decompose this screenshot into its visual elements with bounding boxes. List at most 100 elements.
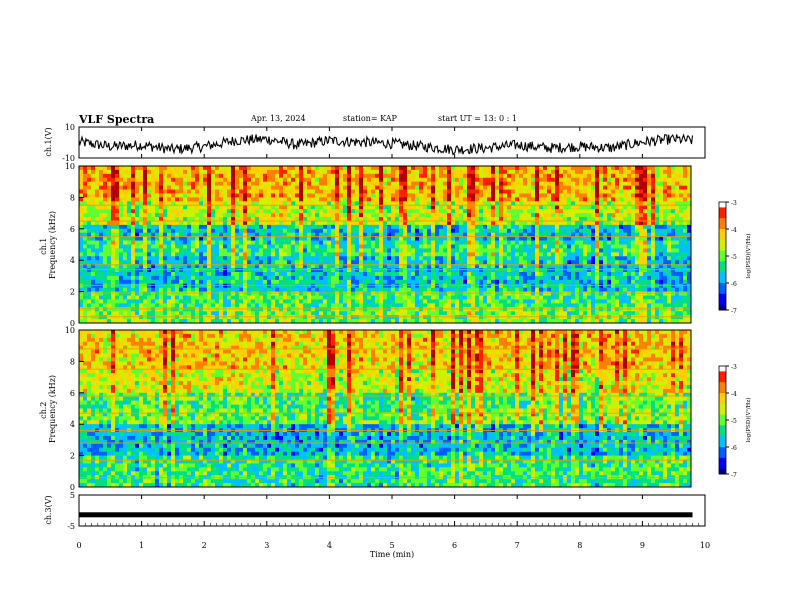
spectrogram-cell	[91, 307, 96, 312]
spectrogram-cell	[339, 185, 344, 190]
spectrogram-cell	[523, 279, 528, 285]
spectrogram-cell	[419, 201, 424, 206]
spectrogram-cell	[495, 236, 500, 241]
spectrogram-cell	[443, 232, 448, 237]
spectrogram-cell	[107, 248, 112, 253]
spectrogram-cell	[239, 287, 244, 292]
spectrogram-cell	[347, 311, 352, 316]
spectrogram-cell	[423, 315, 428, 320]
spectrogram-cell	[171, 205, 176, 210]
spectrogram-cell	[427, 193, 432, 198]
spectrogram-cell	[279, 307, 284, 312]
spectrogram-cell	[147, 256, 152, 261]
spectrogram-cell	[327, 279, 332, 285]
spectrogram-cell	[391, 228, 396, 234]
spectrogram-cell	[483, 287, 488, 292]
spectrogram-cell	[287, 217, 292, 222]
spectrogram-cell	[79, 193, 84, 198]
spectrogram-cell	[315, 275, 320, 281]
spectrogram-cell	[243, 264, 248, 269]
spectrogram-cell	[131, 244, 136, 249]
spectrogram-cell	[147, 248, 152, 253]
spectrogram-cell	[367, 244, 372, 249]
spectrogram-cell	[311, 303, 316, 308]
spectrogram-cell	[539, 228, 544, 234]
spectrogram-cell	[363, 260, 368, 265]
spectrogram-cell	[307, 287, 312, 292]
spectrogram-cell	[199, 268, 204, 273]
spectrogram-cell	[255, 244, 260, 249]
spectrogram-cell	[211, 181, 216, 186]
spectrogram-cell	[207, 252, 212, 257]
spectrogram-cell	[155, 295, 160, 300]
spectrogram-cell	[519, 240, 524, 245]
spectrogram-cell	[387, 256, 392, 261]
spectrogram-cell	[415, 252, 420, 257]
spectrogram-cell	[91, 264, 96, 269]
spectrogram-cell	[547, 279, 552, 285]
spectrogram-cell	[559, 303, 564, 308]
spectrogram-cell	[131, 319, 136, 324]
spectrogram-cell	[83, 299, 88, 304]
spectrogram-cell	[127, 217, 132, 222]
spectrogram-cell	[227, 166, 232, 171]
spectrogram-cell	[119, 236, 124, 241]
spectrogram-cell	[219, 319, 224, 324]
spectrogram-cell	[375, 236, 380, 241]
spectrogram-cell	[271, 224, 276, 230]
spectrogram-cell	[103, 271, 108, 277]
spectrogram-cell	[467, 185, 472, 190]
spectrogram-cell	[159, 283, 164, 288]
spectrogram-cell	[215, 271, 220, 277]
spectrogram-cell	[531, 311, 536, 316]
spectrogram-cell	[551, 248, 556, 253]
spectrogram-cell	[307, 169, 312, 175]
spectrogram-cell	[187, 209, 192, 214]
spectrogram-cell	[79, 279, 84, 285]
spectrogram-cell	[259, 299, 264, 304]
spectrogram-cell	[523, 185, 528, 190]
spectrogram-cell	[307, 228, 312, 234]
spectrogram-cell	[203, 271, 208, 277]
spectrogram-cell	[123, 303, 128, 308]
spectrogram-cell	[355, 291, 360, 296]
spectrogram-cell	[131, 291, 136, 296]
spectrogram-cell	[287, 271, 292, 277]
spectrogram-cell	[283, 264, 288, 269]
spectrogram-cell	[247, 264, 252, 269]
spectrogram-cell	[347, 193, 352, 198]
spectrogram-cell	[307, 283, 312, 288]
spectrogram-cell	[155, 181, 160, 186]
spectrogram-cell	[439, 185, 444, 190]
spectrogram-cell	[107, 189, 112, 194]
spectrogram-cell	[131, 177, 136, 182]
spectrogram-cell	[155, 307, 160, 312]
spectrogram-cell	[171, 264, 176, 269]
spectrogram-cell	[271, 185, 276, 190]
spectrogram-cell	[303, 307, 308, 312]
spectrogram-cell	[471, 252, 476, 257]
spectrogram-cell	[383, 166, 388, 171]
spectrogram-cell	[519, 299, 524, 304]
spectrogram-cell	[371, 244, 376, 249]
spectrogram-cell	[571, 173, 576, 179]
spectrogram-cell	[319, 268, 324, 273]
spectrogram-cell	[487, 256, 492, 261]
spectrogram-cell	[431, 197, 436, 202]
spectrogram-cell	[127, 279, 132, 285]
spectrogram-cell	[175, 228, 180, 234]
spectrogram-cell	[227, 252, 232, 257]
spectrogram-cell	[247, 228, 252, 234]
spectrogram-cell	[95, 177, 100, 182]
spectrogram-cell	[179, 201, 184, 206]
spectrogram-cell	[503, 173, 508, 179]
spectrogram-cell	[191, 189, 196, 194]
spectrogram-cell	[127, 244, 132, 249]
spectrogram-cell	[207, 271, 212, 277]
spectrogram-cell	[507, 236, 512, 241]
spectrogram-cell	[79, 315, 84, 320]
spectrogram-cell	[235, 291, 240, 296]
spectrogram-cell	[471, 279, 476, 285]
spectrogram-cell	[219, 291, 224, 296]
spectrogram-cell	[467, 205, 472, 210]
